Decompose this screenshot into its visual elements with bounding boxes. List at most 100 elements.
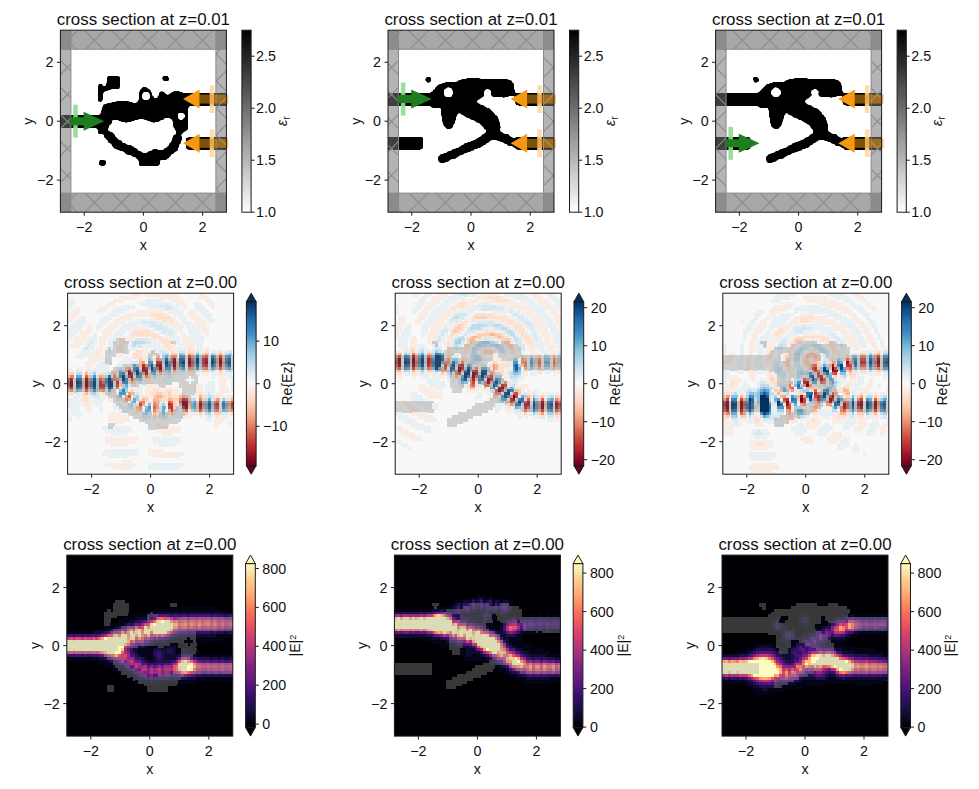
svg-text:cross section at z=0.00: cross section at z=0.00 bbox=[63, 535, 236, 554]
svg-text:0: 0 bbox=[707, 638, 715, 654]
svg-text:0: 0 bbox=[53, 376, 61, 392]
svg-text:2: 2 bbox=[533, 481, 541, 497]
svg-text:0: 0 bbox=[379, 638, 387, 654]
svg-text:0: 0 bbox=[474, 481, 482, 497]
svg-text:10: 10 bbox=[263, 333, 279, 349]
svg-text:0: 0 bbox=[701, 113, 709, 129]
svg-text:cross section at z=0.00: cross section at z=0.00 bbox=[718, 535, 891, 554]
svg-text:1.5: 1.5 bbox=[584, 152, 604, 168]
svg-text:−2: −2 bbox=[76, 219, 92, 235]
svg-text:2: 2 bbox=[854, 219, 862, 235]
svg-text:600: 600 bbox=[918, 604, 942, 620]
svg-text:0: 0 bbox=[708, 376, 716, 392]
svg-text:y: y bbox=[355, 380, 371, 387]
svg-text:y: y bbox=[354, 642, 370, 649]
svg-text:2.0: 2.0 bbox=[584, 100, 604, 116]
svg-text:x: x bbox=[147, 499, 154, 515]
svg-text:0: 0 bbox=[147, 481, 155, 497]
svg-text:cross section at z=0.01: cross section at z=0.01 bbox=[712, 10, 885, 29]
svg-text:2: 2 bbox=[532, 743, 540, 759]
svg-text:400: 400 bbox=[262, 638, 286, 654]
svg-text:−2: −2 bbox=[83, 743, 99, 759]
svg-text:2: 2 bbox=[380, 318, 388, 334]
svg-text:y: y bbox=[348, 118, 364, 125]
svg-text:1.0: 1.0 bbox=[256, 204, 276, 220]
svg-text:x: x bbox=[795, 237, 802, 253]
svg-text:y: y bbox=[676, 118, 692, 125]
svg-text:800: 800 bbox=[918, 565, 942, 581]
svg-text:2.5: 2.5 bbox=[256, 48, 276, 64]
svg-text:−2: −2 bbox=[410, 743, 426, 759]
svg-text:2: 2 bbox=[52, 580, 60, 596]
svg-text:200: 200 bbox=[918, 681, 942, 697]
svg-text:x: x bbox=[146, 761, 153, 777]
svg-text:−2: −2 bbox=[372, 434, 388, 450]
svg-text:−2: −2 bbox=[692, 172, 708, 188]
svg-text:0: 0 bbox=[918, 719, 926, 735]
svg-text:−10: −10 bbox=[263, 418, 287, 434]
svg-text:10: 10 bbox=[918, 338, 934, 354]
svg-text:y: y bbox=[28, 380, 44, 387]
svg-text:−2: −2 bbox=[731, 219, 747, 235]
svg-text:−2: −2 bbox=[699, 696, 715, 712]
svg-text:800: 800 bbox=[262, 561, 286, 577]
svg-text:−2: −2 bbox=[43, 696, 59, 712]
svg-text:400: 400 bbox=[918, 642, 942, 658]
svg-text:0: 0 bbox=[263, 376, 271, 392]
svg-text:2.5: 2.5 bbox=[911, 48, 931, 64]
svg-text:y: y bbox=[20, 118, 36, 125]
svg-text:600: 600 bbox=[262, 599, 286, 615]
svg-text:cross section at z=0.00: cross section at z=0.00 bbox=[719, 273, 892, 292]
svg-text:20: 20 bbox=[918, 300, 934, 316]
svg-text:2: 2 bbox=[206, 481, 214, 497]
svg-text:cross section at z=0.00: cross section at z=0.00 bbox=[391, 535, 564, 554]
svg-text:2: 2 bbox=[707, 580, 715, 596]
svg-text:2: 2 bbox=[199, 219, 207, 235]
svg-text:cross section at z=0.00: cross section at z=0.00 bbox=[392, 273, 565, 292]
svg-text:2: 2 bbox=[45, 54, 53, 70]
svg-text:2: 2 bbox=[526, 219, 534, 235]
svg-text:1.5: 1.5 bbox=[256, 152, 276, 168]
svg-text:2: 2 bbox=[860, 743, 868, 759]
svg-text:0: 0 bbox=[590, 719, 598, 735]
svg-text:1.0: 1.0 bbox=[584, 204, 604, 220]
svg-text:x: x bbox=[475, 499, 482, 515]
svg-text:Re{Ez}: Re{Ez} bbox=[279, 362, 295, 406]
svg-text:x: x bbox=[474, 761, 481, 777]
svg-text:2: 2 bbox=[379, 580, 387, 596]
svg-text:400: 400 bbox=[590, 642, 614, 658]
svg-text:2: 2 bbox=[53, 318, 61, 334]
svg-text:0: 0 bbox=[380, 376, 388, 392]
svg-text:1.5: 1.5 bbox=[911, 152, 931, 168]
svg-text:2: 2 bbox=[701, 54, 709, 70]
svg-text:cross section at z=0.00: cross section at z=0.00 bbox=[64, 273, 237, 292]
svg-text:600: 600 bbox=[590, 604, 614, 620]
svg-text:y: y bbox=[27, 642, 43, 649]
svg-text:2.0: 2.0 bbox=[256, 100, 276, 116]
svg-text:x: x bbox=[801, 761, 808, 777]
svg-text:cross section at z=0.01: cross section at z=0.01 bbox=[384, 10, 557, 29]
svg-text:y: y bbox=[682, 642, 698, 649]
svg-text:200: 200 bbox=[590, 681, 614, 697]
svg-text:10: 10 bbox=[591, 338, 607, 354]
svg-text:−2: −2 bbox=[365, 172, 381, 188]
svg-text:0: 0 bbox=[45, 113, 53, 129]
svg-text:2.5: 2.5 bbox=[584, 48, 604, 64]
svg-text:−20: −20 bbox=[591, 452, 615, 468]
svg-text:Re{Ez}: Re{Ez} bbox=[934, 362, 950, 406]
svg-text:cross section at z=0.01: cross section at z=0.01 bbox=[57, 10, 230, 29]
svg-text:0: 0 bbox=[795, 219, 803, 235]
svg-text:0: 0 bbox=[591, 376, 599, 392]
svg-text:0: 0 bbox=[139, 219, 147, 235]
svg-text:2: 2 bbox=[708, 318, 716, 334]
svg-text:0: 0 bbox=[473, 743, 481, 759]
svg-text:x: x bbox=[802, 499, 809, 515]
svg-text:−2: −2 bbox=[738, 743, 754, 759]
svg-text:−10: −10 bbox=[591, 414, 615, 430]
svg-text:y: y bbox=[683, 380, 699, 387]
svg-text:2.0: 2.0 bbox=[911, 100, 931, 116]
svg-text:x: x bbox=[467, 237, 474, 253]
svg-text:−2: −2 bbox=[739, 481, 755, 497]
svg-text:−2: −2 bbox=[411, 481, 427, 497]
svg-text:−10: −10 bbox=[918, 414, 942, 430]
